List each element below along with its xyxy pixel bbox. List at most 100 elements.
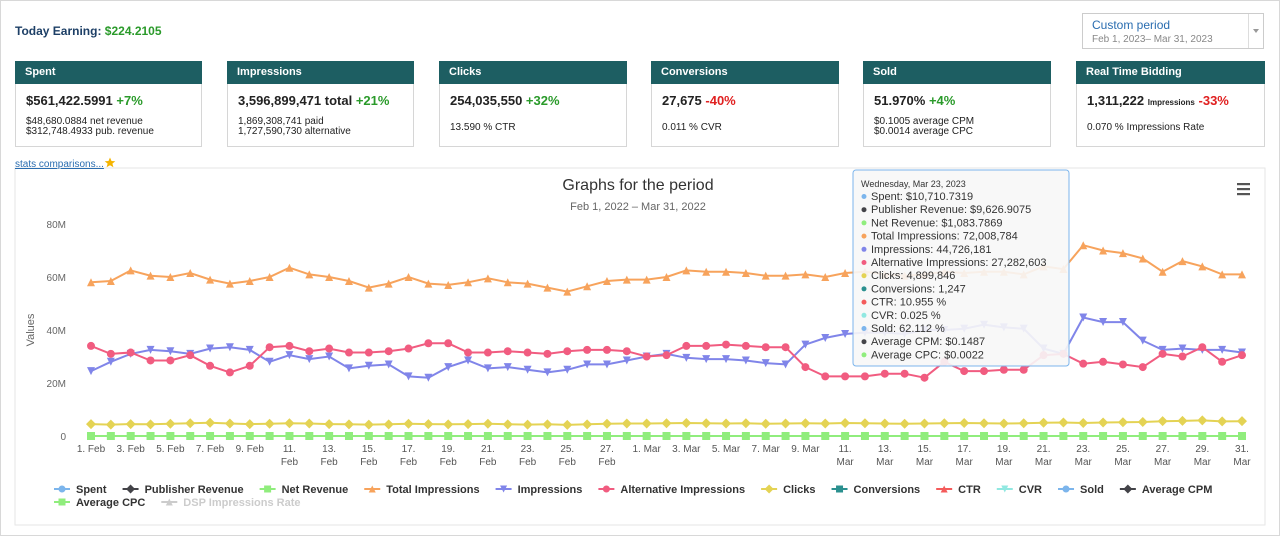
card-title: Real Time Bidding	[1076, 61, 1265, 84]
legend-label: Net Revenue	[282, 484, 349, 496]
card-title: Impressions	[227, 61, 414, 84]
data-point	[563, 287, 572, 296]
data-point	[682, 432, 691, 440]
data-point	[919, 418, 930, 429]
card-title: Clicks	[439, 61, 627, 84]
legend-item[interactable]: Average CPC	[54, 497, 145, 509]
tooltip-item: Total Impressions: 72,008,784	[871, 231, 1018, 243]
data-point	[741, 432, 750, 440]
card-lines: $0.1005 average CPM $0.0014 average CPC	[864, 117, 1050, 137]
legend-item[interactable]: Impressions	[495, 484, 583, 496]
legend-label: Total Impressions	[386, 484, 479, 496]
data-point	[761, 432, 770, 440]
x-tick-label: 13. Feb	[321, 444, 339, 468]
legend-marker	[1062, 485, 1070, 493]
data-point	[722, 340, 731, 349]
legend-label: Clicks	[783, 484, 815, 496]
legend-item[interactable]: CTR	[936, 484, 981, 496]
data-point	[939, 418, 950, 429]
data-point	[1218, 345, 1227, 354]
legend-item[interactable]: DSP Impressions Rate	[161, 497, 300, 509]
legend-marker	[836, 485, 844, 493]
card-main: 1,311,222 Impressions -33%	[1077, 84, 1264, 108]
data-point	[741, 341, 750, 350]
data-point	[840, 418, 851, 429]
legend-item[interactable]: CVR	[996, 484, 1042, 496]
data-point	[1039, 432, 1048, 440]
data-point	[761, 271, 770, 280]
data-point	[1178, 432, 1187, 440]
data-point	[464, 432, 473, 440]
tooltip-item: Sold: 62.112 %	[871, 323, 945, 335]
data-point	[880, 369, 889, 378]
data-point	[1098, 417, 1109, 428]
card-main: 254,035,550 +32%	[440, 84, 626, 108]
data-point	[245, 361, 254, 370]
data-point	[722, 267, 731, 276]
data-point	[641, 418, 652, 429]
data-point	[1118, 360, 1127, 369]
tooltip-title: Wednesday, Mar 23, 2023	[861, 179, 966, 189]
data-point	[859, 418, 870, 429]
data-point	[563, 347, 572, 356]
legend-item[interactable]: Publisher Revenue	[122, 484, 244, 496]
data-point	[801, 270, 810, 279]
data-point	[502, 419, 513, 430]
data-point	[146, 345, 155, 354]
data-point	[801, 340, 810, 349]
data-point	[285, 263, 294, 272]
tooltip-item: Alternative Impressions: 27,282,603	[871, 257, 1047, 269]
data-point	[463, 419, 474, 430]
data-point	[821, 333, 830, 342]
stat-card: Impressions 3,596,899,471 total +21% 1,869…	[227, 61, 414, 147]
data-point	[1099, 318, 1108, 327]
data-point	[424, 373, 433, 382]
data-point	[662, 432, 671, 440]
data-point	[384, 432, 393, 440]
data-point	[364, 361, 373, 370]
legend-item[interactable]: Spent	[54, 484, 107, 496]
data-point	[622, 356, 631, 365]
data-point	[284, 418, 295, 429]
card-lines: $48,680.0884 net revenue $312,748.4933 pu…	[16, 117, 201, 137]
data-point	[980, 432, 989, 440]
card-value: 1,311,222	[1087, 93, 1145, 108]
legend-item[interactable]: Total Impressions	[364, 484, 480, 496]
tooltip-item: Clicks: 4,899,846	[871, 270, 955, 282]
data-point	[761, 343, 770, 352]
data-point	[900, 369, 909, 378]
data-point	[404, 432, 413, 440]
data-point	[206, 432, 215, 440]
data-point	[483, 274, 492, 283]
legend-item[interactable]: Net Revenue	[259, 484, 349, 496]
legend-item[interactable]: Sold	[1058, 484, 1104, 496]
legend-item[interactable]: Alternative Impressions	[598, 484, 745, 496]
card-title: Sold	[863, 61, 1051, 84]
card-main: 3,596,899,471 total +21%	[228, 84, 413, 108]
data-point	[126, 266, 135, 275]
legend-marker	[126, 484, 136, 494]
menu-icon[interactable]	[1237, 183, 1250, 196]
data-point	[701, 418, 712, 429]
data-point	[384, 360, 393, 369]
x-tick-label: 1. Mar	[632, 444, 661, 455]
legend-item[interactable]: Clicks	[761, 484, 816, 496]
data-point	[781, 360, 790, 369]
data-point	[146, 356, 155, 365]
x-tick-label: 3. Feb	[117, 444, 146, 455]
data-point	[821, 372, 830, 381]
card-change: -40%	[705, 93, 736, 108]
stats-link[interactable]: stats comparisons...	[15, 157, 116, 170]
data-point	[740, 418, 751, 429]
legend-item[interactable]: Conversions	[831, 484, 921, 496]
x-tick-label: 7. Feb	[196, 444, 225, 455]
card-lines: 0.070 % Impressions Rate	[1077, 123, 1264, 133]
period-select[interactable]: Custom period Feb 1, 2023– Mar 31, 2023	[1082, 13, 1264, 49]
legend-item[interactable]: Average CPM	[1119, 484, 1213, 496]
data-point	[206, 344, 215, 353]
card-value: 27,675	[662, 93, 702, 108]
data-point	[841, 372, 850, 381]
y-tick-label: 20M	[47, 379, 66, 390]
data-point	[1138, 363, 1147, 372]
